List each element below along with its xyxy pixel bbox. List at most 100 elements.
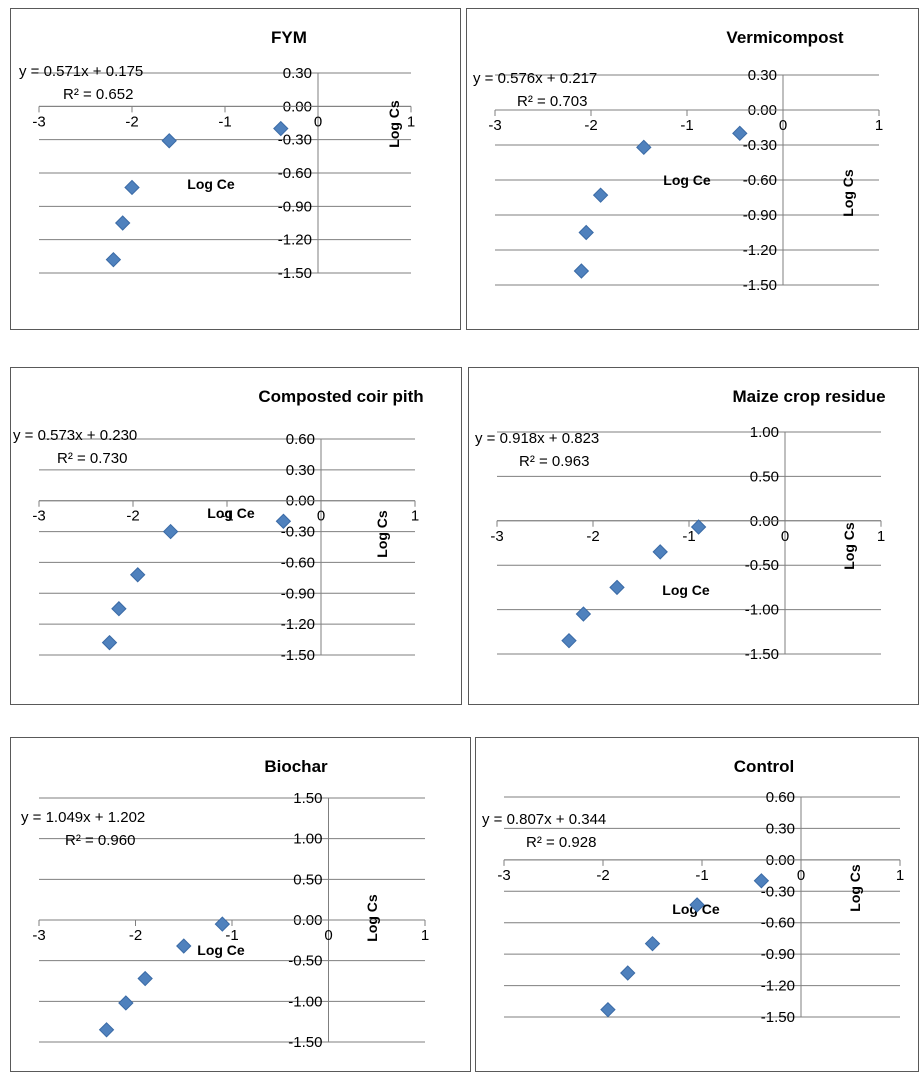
chart-panel-vermicompost: Vermicompost 0.30 0.00 -0.30 -0.60 -0.90 -1.20… — [466, 8, 919, 330]
x-axis-title: Log Ce — [197, 942, 245, 958]
chart-control: Control 0.60 0.30 0.00 -0.30 -0.60 -0.90 -1.20 -… — [482, 757, 904, 1026]
x-tick-label: -1 — [680, 117, 693, 134]
y-axis-title: Log Cs — [840, 169, 856, 217]
y-tick-label: -1.50 — [288, 1034, 322, 1051]
y-tick-label: -0.60 — [743, 172, 777, 189]
chart-vermicompost: Vermicompost0.300.00-0.30-0.60-0.90-1.20… — [473, 28, 883, 294]
y-tick-label: -0.50 — [288, 953, 322, 970]
y-tick-label: -1.50 — [743, 277, 777, 294]
y-tick-label: -0.30 — [281, 524, 315, 541]
y-tick-label: -0.90 — [761, 946, 795, 963]
data-point-marker — [214, 916, 231, 932]
x-tick-label: -2 — [125, 113, 138, 130]
y-axis-title: Log Cs — [847, 864, 863, 912]
y-tick-label: 0.00 — [286, 493, 315, 510]
data-point-marker — [124, 179, 140, 196]
data-point-marker — [273, 120, 289, 137]
trendline-r-squared: R² = 0.652 — [63, 86, 133, 103]
y-tick-label: -1.20 — [281, 616, 315, 633]
y-tick-label: -0.90 — [743, 207, 777, 224]
y-tick-label: 1.00 — [750, 424, 779, 441]
data-point-marker — [161, 133, 177, 149]
x-tick-label: -1 — [225, 927, 238, 944]
x-tick-label: -2 — [584, 117, 597, 134]
x-tick-label: -2 — [586, 528, 599, 545]
data-point-marker — [176, 938, 192, 954]
x-tick-label: -3 — [32, 927, 45, 944]
x-tick-label: -1 — [695, 867, 708, 884]
trendline-equation: y = 0.571x + 0.175 — [19, 63, 143, 80]
y-tick-label: -0.30 — [761, 883, 795, 900]
x-tick-label: 0 — [797, 867, 805, 884]
y-tick-label: 0.30 — [286, 462, 315, 479]
y-tick-label: 0.30 — [283, 65, 312, 82]
y-tick-label: -0.50 — [745, 557, 779, 574]
x-tick-label: -3 — [490, 528, 503, 545]
trendline-r-squared: R² = 0.963 — [519, 453, 589, 470]
y-tick-label: -1.20 — [743, 242, 777, 259]
data-point-marker — [98, 1022, 115, 1038]
x-tick-label: 1 — [875, 117, 883, 134]
data-point-marker — [105, 251, 122, 268]
trendline-r-squared: R² = 0.730 — [57, 450, 127, 467]
x-tick-label: 1 — [877, 528, 885, 545]
y-tick-label: -1.50 — [745, 646, 779, 663]
chart-biochar: Biochar1.501.000.500.00-0.50-1.00-1.50-3… — [21, 757, 429, 1051]
x-tick-label: 1 — [411, 508, 419, 525]
trendline-equation: y = 0.918x + 0.823 — [475, 430, 599, 447]
data-point-marker — [561, 632, 577, 649]
data-point-marker — [753, 873, 770, 889]
data-point-marker — [644, 935, 661, 952]
chart-panel-biochar: Biochar 1.50 1.00 0.50 0.00 -0.50 -1.00 -1.50 -3… — [10, 737, 471, 1072]
y-tick-label: -0.90 — [278, 198, 312, 215]
y-axis-title: Log Cs — [374, 510, 390, 558]
chart-composted-coir-pith: Composted coir pith 0.60 0.30 0.00 -0.30 -0.6… — [13, 387, 424, 664]
chart-title: Vermicompost — [726, 28, 843, 47]
trendline-equation: y = 1.049x + 1.202 — [21, 809, 145, 826]
data-point-marker — [578, 224, 594, 241]
y-tick-label: -1.50 — [761, 1009, 795, 1026]
y-tick-label: -0.30 — [278, 132, 312, 149]
y-tick-label: 0.00 — [766, 852, 795, 869]
y-tick-label: -1.50 — [278, 265, 312, 282]
x-tick-label: -2 — [129, 927, 142, 944]
data-point-marker — [162, 523, 179, 540]
trendline-equation: y = 0.576x + 0.217 — [473, 70, 597, 87]
y-tick-label: 0.60 — [286, 431, 315, 448]
y-tick-label: -1.00 — [745, 602, 779, 619]
y-axis-title: Log Cs — [386, 100, 402, 148]
x-tick-label: 0 — [779, 117, 787, 134]
x-tick-label: 1 — [896, 867, 904, 884]
data-point-marker — [732, 125, 748, 142]
chart-title: Maize crop residue — [732, 387, 885, 406]
data-point-marker — [114, 215, 131, 231]
chart-title: Control — [734, 757, 794, 776]
chart-panel-composted-coir-pith: Composted coir pith 0.60 0.30 0.00 -0.30 -0.6… — [10, 367, 462, 705]
chart-title: Biochar — [264, 757, 328, 776]
x-tick-label: -3 — [488, 117, 501, 134]
x-tick-label: -1 — [218, 113, 231, 130]
x-tick-label: 0 — [317, 508, 325, 525]
x-tick-label: -3 — [497, 867, 510, 884]
x-tick-label: -3 — [32, 508, 45, 525]
chart-panel-maize-crop-residue: Maize crop residue 1.00 0.50 0.00 -0.50 -1.00… — [468, 367, 919, 705]
data-point-marker — [575, 606, 592, 622]
y-tick-label: 0.60 — [766, 789, 795, 806]
x-axis-title: Log Ce — [662, 582, 710, 598]
trendline-equation: y = 0.573x + 0.230 — [13, 427, 137, 444]
y-tick-label: 1.00 — [293, 831, 322, 848]
data-point-marker — [652, 544, 668, 560]
y-tick-label: -0.60 — [278, 165, 312, 182]
y-tick-label: 0.30 — [748, 67, 777, 84]
data-point-marker — [573, 263, 590, 279]
chart-panel-control: Control 0.60 0.30 0.00 -0.30 -0.60 -0.90 -1.20 -… — [475, 737, 919, 1072]
data-point-marker — [600, 1001, 616, 1018]
data-point-marker — [609, 579, 625, 596]
x-tick-label: 1 — [421, 927, 429, 944]
y-tick-label: -1.00 — [288, 993, 322, 1010]
y-tick-label: -0.90 — [281, 585, 315, 602]
data-point-marker — [620, 965, 636, 981]
y-tick-label: -0.60 — [761, 915, 795, 932]
y-tick-label: 1.50 — [293, 790, 322, 807]
y-tick-label: -1.20 — [278, 232, 312, 249]
